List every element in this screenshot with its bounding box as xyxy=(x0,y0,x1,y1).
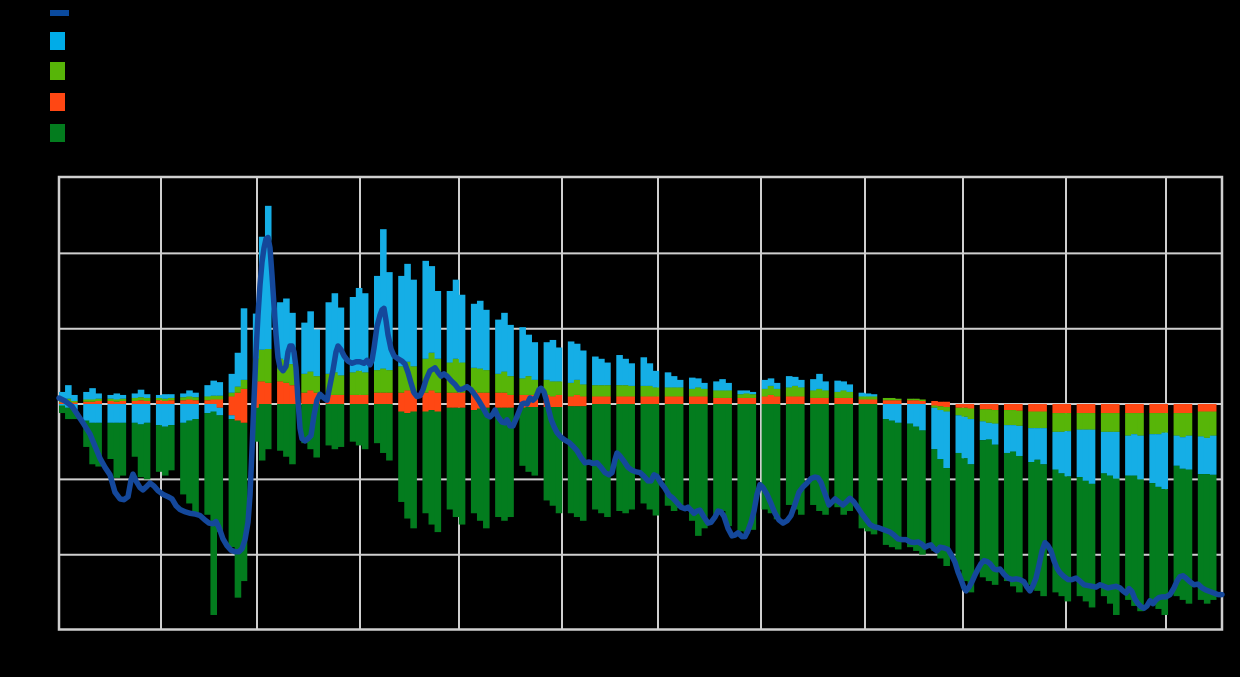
line-series-path xyxy=(56,234,1225,611)
legend-item-line-series xyxy=(50,10,69,16)
light-blue-series-swatch xyxy=(50,32,65,50)
light-green-series-swatch xyxy=(50,62,65,80)
legend-item-dark-green-series xyxy=(50,124,65,142)
dark-green-series-swatch xyxy=(50,124,65,142)
legend-item-light-green-series xyxy=(50,62,65,80)
orange-series-swatch xyxy=(50,93,65,111)
line-series-swatch xyxy=(50,10,69,16)
legend-item-light-blue-series xyxy=(50,32,65,50)
legend-item-orange-series xyxy=(50,93,65,111)
stacked-bars xyxy=(59,205,1217,615)
